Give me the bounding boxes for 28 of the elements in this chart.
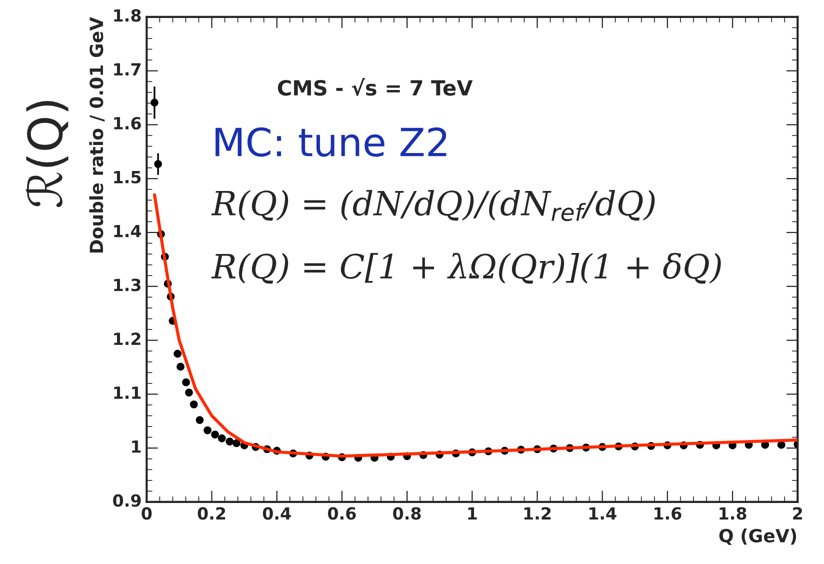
x-axis-title: Q (GeV) <box>719 528 796 545</box>
annotation: R(Q) = C[1 + λΩ(Qr)](1 + δQ) <box>211 252 721 284</box>
y-tick-label: 1.6 <box>114 116 141 130</box>
y-tick-label: 1.3 <box>114 278 140 292</box>
x-tick-label: 1.8 <box>720 507 746 520</box>
x-tick-label: 1.6 <box>654 507 682 520</box>
x-tick-label: 1.4 <box>589 507 616 520</box>
x-tick-label: 1 <box>468 507 477 520</box>
x-tick-label: 1.2 <box>524 507 551 520</box>
x-tick-label: 0.4 <box>262 507 291 520</box>
x-tick-label: 2 <box>793 507 802 520</box>
y-tick-label: 1.8 <box>114 9 141 22</box>
annotation: R(Q) = (dN/dQ)/(dN$_{ref}$/dQ) <box>211 190 655 222</box>
text: ℛ(Q) <box>25 100 68 208</box>
x-tick-label: 0.6 <box>328 507 356 520</box>
y-tick-label: 1.4 <box>114 224 142 238</box>
y-tick-label: 1.5 <box>114 171 141 184</box>
annotation: MC: tune Z2 <box>216 127 446 157</box>
x-tick-label: 0.2 <box>198 507 226 520</box>
x-tick-label: 0.8 <box>393 507 421 520</box>
y-tick-label: 1.1 <box>114 386 141 399</box>
y-tick-label: 1 <box>132 440 141 453</box>
y-tick-label: 1.7 <box>114 63 140 76</box>
y-tick-label: 1.2 <box>114 332 140 345</box>
annotation: CMS - √s = 7 TeV <box>278 78 473 96</box>
y-tick-label: 0.9 <box>113 494 141 507</box>
y-axis-title: Double ratio / 0.01 GeV <box>89 17 105 253</box>
x-tick-label: 0 <box>142 507 152 520</box>
